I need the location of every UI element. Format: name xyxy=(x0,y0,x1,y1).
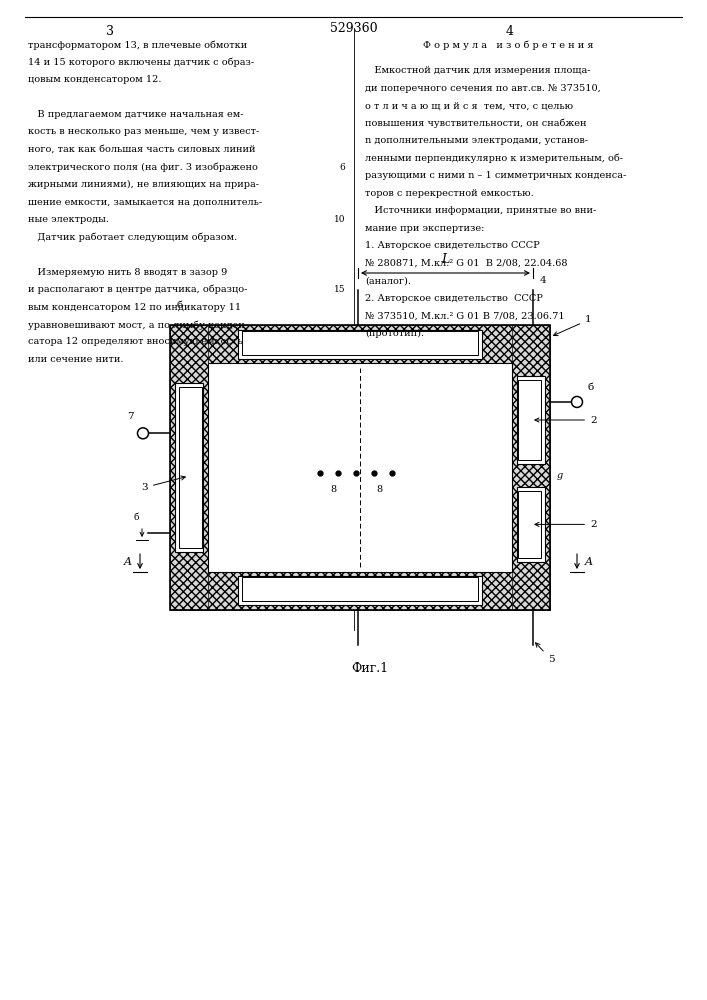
Bar xyxy=(170,572,550,610)
Bar xyxy=(243,577,477,600)
Text: A: A xyxy=(585,557,593,567)
Text: жирными линиями), не влияющих на прира-: жирными линиями), не влияющих на прира- xyxy=(28,180,259,189)
Text: Фиг.1: Фиг.1 xyxy=(351,662,389,675)
Text: б: б xyxy=(177,301,183,310)
Bar xyxy=(243,331,477,355)
Bar xyxy=(208,363,512,572)
Text: A: A xyxy=(124,557,132,567)
Text: цовым конденсатором 12.: цовым конденсатором 12. xyxy=(28,75,161,84)
Text: кость в несколько раз меньше, чем у извест-: кость в несколько раз меньше, чем у изве… xyxy=(28,127,259,136)
Text: n дополнительными электродами, установ-: n дополнительными электродами, установ- xyxy=(365,136,588,145)
Text: сатора 12 определяют вносимую емкость: сатора 12 определяют вносимую емкость xyxy=(28,338,243,347)
Bar xyxy=(179,387,202,548)
Text: 3: 3 xyxy=(106,25,114,38)
Text: № 373510, М.кл.² G 01 B 7/08, 23.06.71: № 373510, М.кл.² G 01 B 7/08, 23.06.71 xyxy=(365,311,565,320)
Bar xyxy=(208,363,512,572)
Text: 10: 10 xyxy=(334,215,346,224)
Text: или сечение нити.: или сечение нити. xyxy=(28,355,124,364)
Text: 8: 8 xyxy=(330,486,336,494)
Text: Источники информации, принятые во вни-: Источники информации, принятые во вни- xyxy=(365,206,596,215)
Text: g: g xyxy=(557,471,563,480)
Circle shape xyxy=(137,428,148,439)
Circle shape xyxy=(571,396,583,407)
Text: о т л и ч а ю щ и й с я  тем, что, с целью: о т л и ч а ю щ и й с я тем, что, с цель… xyxy=(365,101,573,110)
Bar xyxy=(238,576,482,605)
Text: уравновешивают мост, а по лимбу конден-: уравновешивают мост, а по лимбу конден- xyxy=(28,320,248,330)
Text: повышения чувствительности, он снабжен: повышения чувствительности, он снабжен xyxy=(365,119,587,128)
Text: и располагают в центре датчика, образцо-: и располагают в центре датчика, образцо- xyxy=(28,285,247,294)
Text: 2. Авторское свидетельство  СССР: 2. Авторское свидетельство СССР xyxy=(365,294,543,303)
Text: 529360: 529360 xyxy=(329,22,378,35)
Bar xyxy=(175,383,203,552)
Text: 1. Авторское свидетельство СССР: 1. Авторское свидетельство СССР xyxy=(365,241,539,250)
Text: 7: 7 xyxy=(127,412,134,421)
Text: 3: 3 xyxy=(141,476,185,492)
Text: электрического поля (на фиг. 3 изображено: электрического поля (на фиг. 3 изображен… xyxy=(28,162,258,172)
Bar xyxy=(517,487,545,562)
Text: 2: 2 xyxy=(535,520,597,529)
Text: б: б xyxy=(588,383,595,392)
Text: б: б xyxy=(133,513,139,522)
Text: мание при экспертизе:: мание при экспертизе: xyxy=(365,224,484,233)
Text: ди поперечного сечения по авт.св. № 373510,: ди поперечного сечения по авт.св. № 3735… xyxy=(365,84,601,93)
Text: Измеряемую нить 8 вводят в зазор 9: Измеряемую нить 8 вводят в зазор 9 xyxy=(28,268,227,277)
Bar xyxy=(517,376,545,464)
Text: 8: 8 xyxy=(376,486,382,494)
Bar xyxy=(170,325,550,610)
Bar xyxy=(170,325,208,610)
Text: В предлагаемом датчике начальная ем-: В предлагаемом датчике начальная ем- xyxy=(28,110,243,119)
Text: L: L xyxy=(441,253,450,266)
Text: 2: 2 xyxy=(535,416,597,425)
Text: 6: 6 xyxy=(340,162,346,172)
Text: ные электроды.: ные электроды. xyxy=(28,215,109,224)
Text: 4: 4 xyxy=(540,276,547,285)
Bar xyxy=(518,380,541,460)
Text: (прототип).: (прототип). xyxy=(365,329,424,338)
Text: 1: 1 xyxy=(554,316,592,336)
Text: шение емкости, замыкается на дополнитель-: шение емкости, замыкается на дополнитель… xyxy=(28,198,262,207)
Bar xyxy=(518,491,541,558)
Text: (аналог).: (аналог). xyxy=(365,276,411,285)
Text: Ф о р м у л а   и з о б р е т е н и я: Ф о р м у л а и з о б р е т е н и я xyxy=(423,40,594,49)
Text: торов с перекрестной емкостью.: торов с перекрестной емкостью. xyxy=(365,189,534,198)
Text: 5: 5 xyxy=(535,643,554,664)
Text: Емкостной датчик для измерения площа-: Емкостной датчик для измерения площа- xyxy=(365,66,590,75)
Text: 15: 15 xyxy=(334,285,346,294)
Text: № 280871, М.кл.² G 01  B 2/08, 22.04.68: № 280871, М.кл.² G 01 B 2/08, 22.04.68 xyxy=(365,259,568,268)
Bar xyxy=(170,325,550,363)
Text: 14 и 15 которого включены датчик с образ-: 14 и 15 которого включены датчик с образ… xyxy=(28,58,254,67)
Text: трансформатором 13, в плечевые обмотки: трансформатором 13, в плечевые обмотки xyxy=(28,40,247,49)
Text: вым конденсатором 12 по индикатору 11: вым конденсатором 12 по индикатору 11 xyxy=(28,302,241,312)
Text: ленными перпендикулярно к измерительным, об-: ленными перпендикулярно к измерительным,… xyxy=(365,154,623,163)
Text: разующими с ними n – 1 симметричных конденса-: разующими с ними n – 1 симметричных конд… xyxy=(365,171,626,180)
Text: Датчик работает следующим образом.: Датчик работает следующим образом. xyxy=(28,232,238,242)
Text: ного, так как большая часть силовых линий: ного, так как большая часть силовых лини… xyxy=(28,145,255,154)
Bar xyxy=(512,325,550,610)
Text: 4: 4 xyxy=(506,25,514,38)
Bar xyxy=(238,330,482,359)
